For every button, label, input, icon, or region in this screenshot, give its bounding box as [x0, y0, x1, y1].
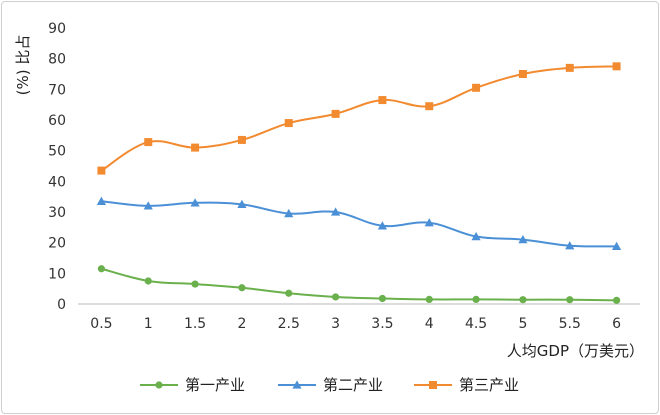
- x-tick-label: 4.5: [465, 316, 487, 332]
- x-tick-label: 2.5: [278, 316, 300, 332]
- data-point: [613, 62, 621, 70]
- y-tick-label: 60: [48, 113, 66, 129]
- data-point: [425, 102, 433, 110]
- series-layer: [97, 62, 621, 304]
- data-point: [285, 290, 292, 297]
- legend-marker: [429, 381, 437, 389]
- data-point: [332, 110, 340, 118]
- y-tick-label: 90: [48, 21, 66, 37]
- data-point: [613, 297, 620, 304]
- data-point: [97, 167, 105, 175]
- x-tick-label: 4: [425, 316, 434, 332]
- x-tick-label: 1: [144, 316, 153, 332]
- y-tick-label: 70: [48, 82, 66, 98]
- x-tick-label: 2: [237, 316, 246, 332]
- legend: 第一产业 第二产业 第三产业: [140, 376, 519, 394]
- x-tick-label: 3: [331, 316, 340, 332]
- data-point: [332, 293, 339, 300]
- data-point: [238, 136, 246, 144]
- y-axis-ticks: 0 10 20 30 40 50 60 70 80 90: [48, 21, 66, 313]
- legend-label: 第三产业: [459, 376, 519, 394]
- data-point: [566, 64, 574, 72]
- series-line: [101, 201, 616, 246]
- data-point: [144, 138, 152, 146]
- series-line: [101, 66, 616, 170]
- data-point: [238, 284, 245, 291]
- data-point: [378, 96, 386, 104]
- y-axis-title: (%) 比占: [14, 35, 32, 96]
- y-tick-label: 20: [48, 236, 66, 252]
- data-point: [379, 295, 386, 302]
- series-line: [101, 269, 616, 301]
- legend-item: 第一产业: [140, 376, 245, 394]
- legend-marker: [155, 381, 162, 388]
- x-tick-label: 0.5: [90, 316, 112, 332]
- x-tick-label: 3.5: [371, 316, 393, 332]
- legend-item: 第二产业: [278, 376, 383, 394]
- series-1: [98, 265, 620, 304]
- data-point: [191, 144, 199, 152]
- data-point: [145, 277, 152, 284]
- x-tick-label: 5.5: [559, 316, 581, 332]
- legend-label: 第一产业: [185, 376, 245, 394]
- legend-item: 第三产业: [414, 376, 519, 394]
- y-tick-label: 10: [48, 266, 66, 282]
- data-point: [519, 296, 526, 303]
- data-point: [472, 84, 480, 92]
- x-tick-label: 1.5: [184, 316, 206, 332]
- y-tick-label: 0: [57, 297, 66, 313]
- data-point: [566, 296, 573, 303]
- y-tick-label: 80: [48, 52, 66, 68]
- x-tick-label: 5: [518, 316, 527, 332]
- x-axis-title: 人均GDP（万美元）: [507, 342, 644, 360]
- x-axis-ticks: 0.5 1 1.5 2 2.5 3 3.5 4 4.5 5 5.5 6: [90, 316, 621, 332]
- y-tick-label: 40: [48, 174, 66, 190]
- data-point: [426, 296, 433, 303]
- y-tick-label: 50: [48, 144, 66, 160]
- data-point: [98, 265, 105, 272]
- x-tick-label: 6: [612, 316, 621, 332]
- legend-label: 第二产业: [323, 376, 383, 394]
- data-point: [472, 296, 479, 303]
- series-2: [97, 197, 621, 250]
- data-point: [285, 119, 293, 127]
- y-tick-label: 30: [48, 205, 66, 221]
- data-point: [519, 70, 527, 78]
- data-point: [191, 280, 198, 287]
- series-3: [97, 62, 620, 174]
